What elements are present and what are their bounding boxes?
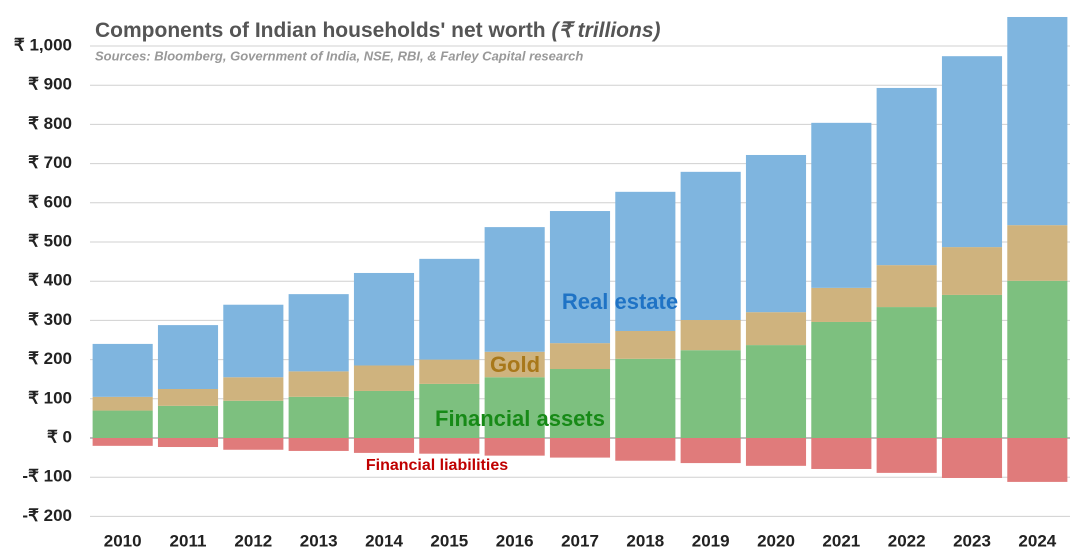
bar-segment (419, 438, 480, 454)
x-tick-label: 2011 (170, 531, 207, 550)
series-label: Financial assets (435, 406, 605, 431)
y-tick-label: ₹ 500 (28, 231, 72, 250)
bar-segment (680, 350, 741, 438)
bar-segment (157, 389, 219, 406)
x-tick-label: 2018 (626, 531, 664, 550)
bar-segment (484, 227, 545, 352)
y-tick-label: ₹ 700 (28, 153, 72, 172)
bar-segment (876, 438, 937, 473)
x-tick-label: 2019 (692, 531, 730, 550)
bar-segment (353, 365, 415, 391)
title-unit: (₹ trillions) (551, 19, 660, 42)
bar-segment (549, 211, 611, 344)
x-tick-label: 2020 (757, 531, 795, 550)
bar-segment (157, 325, 219, 389)
bar-segment (745, 345, 807, 438)
bar-segment (157, 438, 219, 448)
y-tick-label: ₹ 400 (28, 271, 72, 290)
bar-segment (1007, 225, 1068, 281)
bar-segment (549, 438, 611, 458)
bar-segment (353, 390, 415, 438)
bar-segment (419, 359, 480, 384)
bar-segment (1007, 438, 1068, 482)
bar-segment (288, 294, 349, 372)
bar-segment (92, 343, 153, 397)
subtitle: Sources: Bloomberg, Government of India,… (95, 48, 583, 63)
bar-segment (484, 351, 545, 378)
y-tick-label: ₹ 200 (28, 349, 72, 368)
x-tick-label: 2015 (430, 531, 468, 550)
bar-segment (484, 438, 545, 456)
bar-segment (157, 405, 219, 438)
bar-segment (811, 287, 872, 322)
bar-segment (615, 191, 676, 331)
x-tick-label: 2022 (888, 531, 926, 550)
y-tick-label: -₹ 200 (22, 506, 72, 525)
x-tick-label: 2013 (300, 531, 338, 550)
bar-segment (419, 383, 480, 438)
bar-segment (811, 438, 872, 469)
bar-segment (941, 438, 1003, 478)
bar-segment (288, 438, 349, 451)
bar-segment (1007, 280, 1068, 438)
bar-segment (353, 272, 415, 366)
bar-segment (484, 377, 545, 438)
chart-title: Components of Indian households' net wor… (95, 19, 661, 42)
bar-segment (1007, 16, 1068, 226)
bar-segment (680, 320, 741, 351)
bar-segment (941, 247, 1003, 295)
bar-segment (876, 307, 937, 438)
bar-segment (223, 304, 284, 378)
bar-segment (288, 396, 349, 438)
y-tick-label: ₹ 600 (28, 192, 72, 211)
series-label: Real estate (562, 289, 678, 314)
bar-segment (549, 343, 611, 370)
bar-segment (876, 87, 937, 266)
series-label: Financial liabilities (366, 457, 508, 474)
x-tick-label: 2016 (496, 531, 534, 550)
bar-segment (419, 258, 480, 360)
x-tick-label: 2021 (822, 531, 860, 550)
bar-segment (92, 396, 153, 411)
bar-segment (811, 122, 872, 288)
y-tick-label: ₹ 300 (28, 310, 72, 329)
bar-segment (223, 400, 284, 438)
y-tick-label: ₹ 1,000 (14, 35, 72, 54)
x-tick-label: 2012 (234, 531, 272, 550)
bar-segment (745, 438, 807, 466)
x-tick-label: 2023 (953, 531, 991, 550)
bar-segment (745, 312, 807, 346)
bar-segment (223, 438, 284, 450)
bar-segment (92, 438, 153, 446)
bar-segment (92, 410, 153, 438)
bar-segment (223, 377, 284, 401)
x-tick-label: 2024 (1018, 531, 1056, 550)
bar-segment (353, 438, 415, 453)
bar-segment (549, 369, 611, 438)
y-tick-label: ₹ 0 (47, 427, 72, 446)
x-tick-label: 2017 (561, 531, 599, 550)
bar-segment (615, 358, 676, 438)
y-tick-label: ₹ 800 (28, 114, 72, 133)
x-tick-label: 2014 (365, 531, 403, 550)
y-tick-label: -₹ 100 (22, 467, 72, 486)
bar-segment (615, 438, 676, 461)
x-tick-label: 2010 (104, 531, 142, 550)
bar-segment (615, 330, 676, 359)
bar-segment (941, 56, 1003, 248)
bar-segment (680, 438, 741, 464)
bar-segment (941, 294, 1003, 438)
bar-segment (288, 371, 349, 397)
bar-segment (876, 265, 937, 308)
bar-segment (745, 154, 807, 313)
bar-segment (680, 171, 741, 321)
series-label: Gold (490, 352, 540, 377)
y-tick-label: ₹ 900 (28, 75, 72, 94)
bar-segment (811, 321, 872, 438)
y-tick-label: ₹ 100 (28, 388, 72, 407)
